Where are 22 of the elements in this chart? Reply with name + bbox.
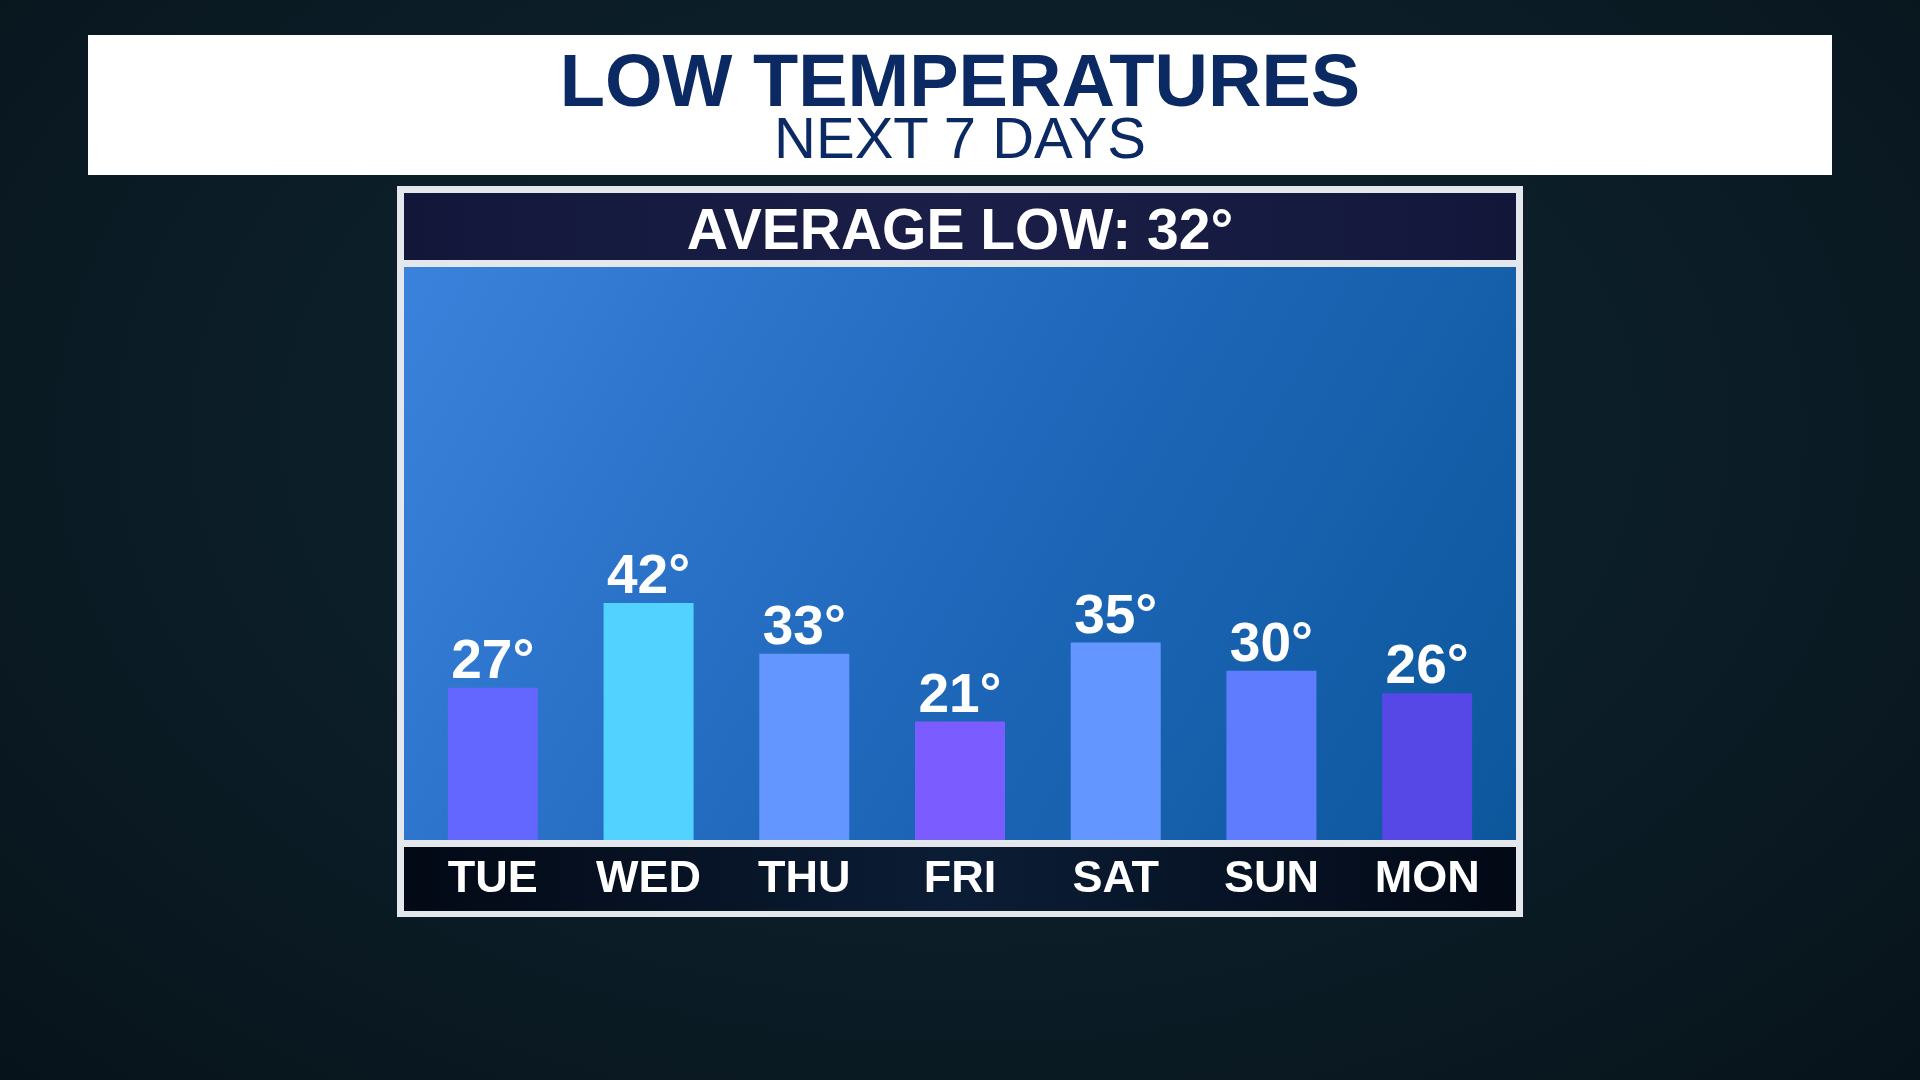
x-tick-label: TUE bbox=[447, 851, 538, 903]
x-tick-label: WED bbox=[596, 851, 702, 903]
x-tick-label: SUN bbox=[1223, 851, 1319, 903]
data-label: 21° bbox=[918, 661, 1002, 724]
bar bbox=[915, 721, 1005, 840]
data-label: 27° bbox=[451, 627, 535, 690]
data-label: 42° bbox=[606, 543, 691, 605]
x-tick-label: FRI bbox=[923, 851, 997, 903]
text: AVERAGE LOW: 32° bbox=[686, 197, 1234, 261]
bar bbox=[1070, 642, 1161, 840]
data-label: 26° bbox=[1385, 633, 1469, 696]
bar bbox=[1382, 693, 1473, 840]
bar bbox=[1226, 670, 1317, 840]
data-label: 30° bbox=[1229, 610, 1314, 673]
data-label: 35° bbox=[1074, 582, 1158, 645]
data-label: 33° bbox=[762, 593, 846, 656]
bar bbox=[603, 603, 694, 840]
bar bbox=[447, 687, 538, 840]
bar bbox=[759, 653, 850, 840]
x-tick-label: THU bbox=[758, 851, 851, 903]
x-tick-label: MON bbox=[1374, 851, 1480, 903]
x-tick-label: SAT bbox=[1072, 851, 1160, 903]
